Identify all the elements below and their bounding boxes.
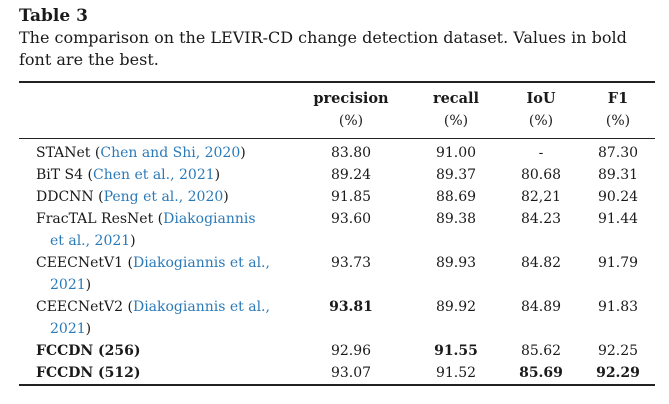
iou-cell: 82,21 bbox=[520, 189, 562, 205]
citation-link[interactable]: Diakogiannis bbox=[163, 211, 256, 227]
col-header-f1: F1 (%) bbox=[590, 88, 646, 132]
table-caption: The comparison on the LEVIR-CD change de… bbox=[19, 28, 627, 69]
method-cell: DDCNN (Peng et al., 2020) bbox=[36, 189, 229, 205]
f1-cell: 92.29 bbox=[596, 365, 640, 381]
citation-link[interactable]: Diakogiannis et al., bbox=[132, 299, 270, 315]
method-name: FracTAL ResNet bbox=[36, 211, 154, 227]
f1-cell: 87.30 bbox=[597, 145, 639, 161]
method-name: FCCDN (512) bbox=[36, 365, 141, 381]
precision-cell: 83.80 bbox=[330, 145, 372, 161]
precision-cell: 91.85 bbox=[330, 189, 372, 205]
top-rule bbox=[19, 81, 655, 83]
citation-link[interactable]: Diakogiannis et al., bbox=[132, 255, 270, 271]
precision-cell: 93.81 bbox=[329, 299, 373, 315]
col-header-label: IoU bbox=[526, 90, 556, 107]
recall-cell: 89.38 bbox=[435, 211, 477, 227]
col-header-unit: (%) bbox=[605, 113, 631, 129]
f1-cell: 91.79 bbox=[597, 255, 639, 271]
f1-cell: 91.44 bbox=[597, 211, 639, 227]
recall-cell: 89.93 bbox=[435, 255, 477, 271]
precision-cell: 89.24 bbox=[330, 167, 372, 183]
method-name: CEECNetV2 bbox=[36, 299, 124, 315]
recall-cell: 89.37 bbox=[435, 167, 477, 183]
method-cell: CEECNetV1 (Diakogiannis et al., 2021) bbox=[36, 255, 270, 293]
col-header-label: F1 bbox=[607, 90, 629, 107]
col-header-recall: recall (%) bbox=[418, 88, 494, 132]
iou-cell: 84.23 bbox=[520, 211, 562, 227]
col-header-precision: precision (%) bbox=[305, 88, 397, 132]
citation-link[interactable]: Chen et al., 2021 bbox=[92, 167, 215, 183]
method-cell: STANet (Chen and Shi, 2020) bbox=[36, 145, 246, 161]
citation-link-cont[interactable]: 2021 bbox=[50, 277, 86, 293]
citation-link[interactable]: Peng et al., 2020 bbox=[103, 189, 224, 205]
f1-cell: 92.25 bbox=[597, 343, 639, 359]
table-label: Table 3 bbox=[19, 6, 88, 26]
method-name: BiT S4 bbox=[36, 167, 84, 183]
method-name: CEECNetV1 bbox=[36, 255, 124, 271]
recall-cell: 91.55 bbox=[434, 343, 478, 359]
method-cell: CEECNetV2 (Diakogiannis et al., 2021) bbox=[36, 299, 270, 337]
bottom-rule bbox=[19, 384, 655, 386]
col-header-label: precision bbox=[313, 90, 389, 107]
citation-link-cont[interactable]: 2021 bbox=[50, 321, 86, 337]
col-header-unit: (%) bbox=[443, 113, 469, 129]
method-cell: FracTAL ResNet (Diakogiannis et al., 202… bbox=[36, 211, 256, 249]
iou-cell: - bbox=[538, 145, 544, 161]
iou-cell: 84.82 bbox=[520, 255, 562, 271]
f1-cell: 91.83 bbox=[597, 299, 639, 315]
recall-cell: 89.92 bbox=[435, 299, 477, 315]
table-header-block: Table 3 The comparison on the LEVIR-CD c… bbox=[19, 6, 659, 71]
precision-cell: 93.07 bbox=[330, 365, 372, 381]
citation-link-cont[interactable]: et al., 2021 bbox=[50, 233, 131, 249]
method-name: DDCNN bbox=[36, 189, 94, 205]
iou-cell: 84.89 bbox=[520, 299, 562, 315]
method-cell: BiT S4 (Chen et al., 2021) bbox=[36, 167, 221, 183]
citation-link[interactable]: Chen and Shi, 2020 bbox=[100, 145, 241, 161]
f1-cell: 89.31 bbox=[597, 167, 639, 183]
method-name: FCCDN (256) bbox=[36, 343, 141, 359]
method-name: STANet bbox=[36, 145, 91, 161]
method-cell: FCCDN (256) bbox=[36, 340, 286, 362]
iou-cell: 85.62 bbox=[520, 343, 562, 359]
col-header-unit: (%) bbox=[338, 113, 364, 129]
col-header-iou: IoU (%) bbox=[506, 88, 576, 132]
precision-cell: 92.96 bbox=[330, 343, 372, 359]
method-cell: FCCDN (512) bbox=[36, 362, 286, 384]
col-header-unit: (%) bbox=[528, 113, 554, 129]
recall-cell: 91.52 bbox=[435, 365, 477, 381]
precision-cell: 93.60 bbox=[330, 211, 372, 227]
precision-cell: 93.73 bbox=[330, 255, 372, 271]
recall-cell: 88.69 bbox=[435, 189, 477, 205]
f1-cell: 90.24 bbox=[597, 189, 639, 205]
recall-cell: 91.00 bbox=[435, 145, 477, 161]
iou-cell: 85.69 bbox=[519, 365, 563, 381]
col-header-label: recall bbox=[432, 90, 480, 107]
header-rule bbox=[19, 138, 655, 139]
iou-cell: 80.68 bbox=[520, 167, 562, 183]
